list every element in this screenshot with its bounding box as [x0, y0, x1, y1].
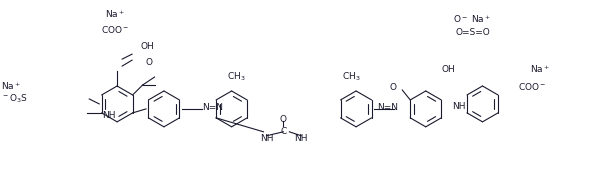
Text: O$^-$ Na$^+$: O$^-$ Na$^+$ [453, 13, 492, 25]
Text: O: O [390, 84, 396, 93]
Text: N=N: N=N [202, 103, 223, 112]
Text: NH: NH [451, 102, 465, 111]
Text: COO$^-$: COO$^-$ [101, 24, 129, 35]
Text: NH: NH [102, 111, 116, 120]
Text: $^-$O$_3$S: $^-$O$_3$S [1, 93, 28, 105]
Text: CH$_3$: CH$_3$ [228, 70, 246, 83]
Text: O: O [280, 115, 287, 124]
Text: CH$_3$: CH$_3$ [342, 70, 361, 83]
Text: NH: NH [295, 134, 308, 143]
Text: COO$^-$: COO$^-$ [519, 81, 546, 92]
Text: NH: NH [260, 134, 273, 143]
Text: Na$^+$: Na$^+$ [530, 63, 551, 75]
Text: N=N: N=N [377, 103, 398, 112]
Text: Na$^+$: Na$^+$ [1, 80, 21, 92]
Text: OH: OH [442, 65, 456, 74]
Text: O=S=O: O=S=O [455, 28, 490, 37]
Text: Na$^+$: Na$^+$ [105, 9, 125, 20]
Text: C: C [280, 127, 286, 136]
Text: OH: OH [140, 42, 154, 51]
Text: O: O [146, 58, 153, 67]
